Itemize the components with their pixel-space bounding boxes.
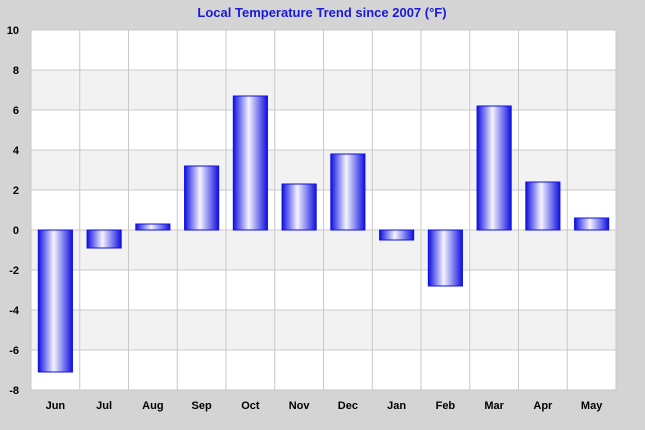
bar-nov bbox=[281, 183, 317, 231]
chart-title: Local Temperature Trend since 2007 (°F) bbox=[197, 5, 446, 20]
x-tick-label: May bbox=[581, 400, 603, 412]
y-tick-label: 8 bbox=[13, 65, 19, 77]
bar-jul bbox=[86, 229, 122, 249]
x-tick-label: Dec bbox=[338, 400, 358, 412]
bar-oct bbox=[232, 95, 268, 231]
x-tick-label: Oct bbox=[241, 400, 260, 412]
x-tick-label: Sep bbox=[192, 400, 212, 412]
bar-mar bbox=[476, 105, 512, 231]
bar-apr bbox=[525, 181, 561, 231]
y-tick-label: 2 bbox=[13, 185, 19, 197]
y-tick-label: -6 bbox=[9, 345, 19, 357]
y-tick-label: -2 bbox=[9, 265, 19, 277]
x-tick-label: Jun bbox=[46, 400, 66, 412]
y-tick-label: -4 bbox=[9, 305, 20, 317]
bar-jun bbox=[37, 229, 73, 373]
y-axis-tick-labels: 10 8 6 4 2 0 -2 -4 -6 -8 bbox=[7, 25, 20, 397]
bar-jan bbox=[379, 229, 415, 241]
x-tick-label: Jul bbox=[96, 400, 112, 412]
x-tick-label: Nov bbox=[289, 400, 311, 412]
x-tick-label: Feb bbox=[436, 400, 456, 412]
bar-may bbox=[574, 217, 610, 231]
y-tick-label: -8 bbox=[9, 385, 19, 397]
y-tick-label: 0 bbox=[13, 225, 19, 237]
y-tick-label: 4 bbox=[13, 145, 20, 157]
y-tick-label: 10 bbox=[7, 25, 19, 37]
bar-series bbox=[37, 95, 610, 373]
x-tick-label: Mar bbox=[484, 400, 504, 412]
bar-feb bbox=[427, 229, 463, 287]
bar-aug bbox=[135, 223, 171, 231]
bar-sep bbox=[184, 165, 220, 231]
gridlines bbox=[30, 29, 617, 391]
bar-dec bbox=[330, 153, 366, 231]
x-tick-label: Apr bbox=[533, 400, 553, 412]
x-tick-label: Jan bbox=[387, 400, 406, 412]
x-tick-label: Aug bbox=[142, 400, 163, 412]
x-axis-tick-labels: Jun Jul Aug Sep Oct Nov Dec Jan Feb Mar Apr May bbox=[46, 400, 604, 412]
y-tick-label: 6 bbox=[13, 105, 19, 117]
